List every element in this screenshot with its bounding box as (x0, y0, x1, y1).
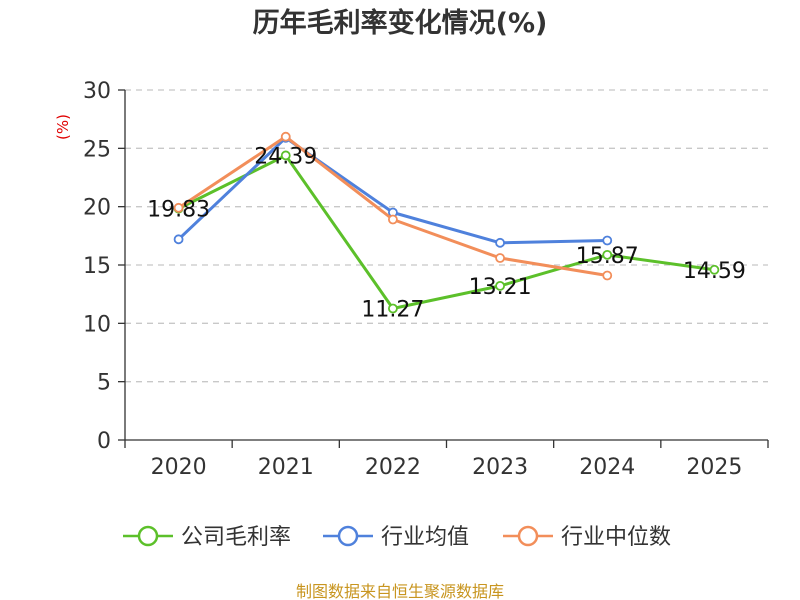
data-point (388, 214, 398, 225)
series-2 (173, 131, 613, 281)
legend-label: 公司毛利率 (181, 525, 291, 550)
legend-item-0[interactable]: 公司毛利率 (123, 525, 291, 550)
data-label: 13.21 (469, 275, 532, 300)
series-1 (173, 132, 613, 248)
series-lines (173, 131, 720, 314)
y-tick-label: 0 (97, 429, 111, 454)
series-0 (173, 150, 720, 314)
data-point (173, 234, 184, 245)
x-tick-label: 2021 (258, 455, 314, 480)
legend[interactable]: 公司毛利率 行业均值 行业中位数 (123, 525, 671, 550)
data-point (602, 249, 613, 260)
data-point (495, 237, 505, 248)
data-label: 14.59 (683, 259, 746, 284)
source-note: 制图数据来自恒生聚源数据库 (296, 582, 504, 600)
legend-item-2[interactable]: 行业中位数 (503, 525, 671, 550)
y-tick-label: 15 (83, 254, 111, 279)
x-tick-label: 2022 (365, 455, 421, 480)
y-axis-label: (%) (54, 114, 72, 140)
data-label: 11.27 (361, 298, 424, 323)
data-label: 19.83 (147, 198, 210, 223)
y-tick-label: 25 (83, 137, 111, 162)
data-point (709, 264, 720, 275)
legend-label: 行业中位数 (561, 525, 671, 550)
legend-marker (337, 525, 359, 547)
y-tick-label: 20 (83, 196, 111, 221)
y-tick-label: 10 (83, 312, 111, 337)
y-tick-label: 5 (97, 371, 111, 396)
x-tick-label: 2020 (151, 455, 207, 480)
x-tick-label: 2024 (579, 455, 635, 480)
data-label: 15.87 (576, 244, 639, 269)
data-point (602, 235, 613, 246)
data-labels: 19.83 24.39 11.27 13.21 15.87 14.59 (147, 144, 746, 322)
data-point (173, 202, 184, 213)
x-tick-label: 2023 (472, 455, 528, 480)
data-point (388, 303, 398, 314)
series-line (177, 153, 715, 311)
chart-title: 历年毛利率变化情况(%) (253, 7, 548, 39)
data-point (280, 150, 291, 161)
grid (125, 89, 768, 383)
legend-marker (517, 525, 539, 547)
data-point (495, 253, 505, 263)
data-point (602, 270, 613, 281)
data-point (280, 131, 291, 142)
legend-label: 行业均值 (381, 525, 469, 550)
legend-item-1[interactable]: 行业均值 (323, 525, 469, 550)
legend-marker (137, 525, 159, 547)
data-point (495, 280, 505, 291)
data-label: 24.39 (254, 144, 317, 169)
series-line (177, 136, 608, 245)
y-tick-label: 30 (83, 79, 111, 104)
x-tick-label: 2025 (686, 455, 742, 480)
